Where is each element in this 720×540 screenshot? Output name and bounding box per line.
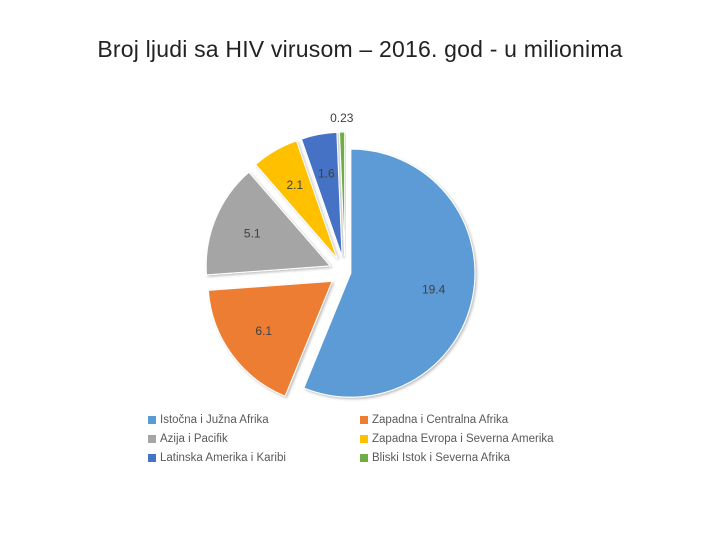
slice-value-label: 19.4 bbox=[422, 282, 446, 296]
legend-swatch bbox=[148, 435, 156, 443]
pie-slice-5 bbox=[300, 131, 343, 257]
legend-swatch bbox=[148, 454, 156, 462]
slice-value-label: 1.6 bbox=[318, 166, 335, 180]
legend-swatch bbox=[360, 435, 368, 443]
slice-value-label: 6.1 bbox=[255, 324, 272, 338]
legend-item: Azija i Pacifik bbox=[148, 433, 360, 445]
pie-slice-6 bbox=[338, 131, 346, 257]
slice-value-label: 5.1 bbox=[244, 227, 261, 241]
legend-label: Zapadna Evropa i Severna Amerika bbox=[372, 433, 554, 445]
legend-label: Zapadna i Centralna Afrika bbox=[372, 414, 509, 426]
pie-slice-2 bbox=[207, 280, 333, 397]
chart-title: Broj ljudi sa HIV virusom – 2016. god - … bbox=[97, 36, 623, 62]
legend-item: Zapadna Evropa i Severna Amerika bbox=[360, 433, 588, 445]
pie-slice-3 bbox=[205, 171, 332, 276]
legend-label: Bliski Istok i Severna Afrika bbox=[372, 452, 511, 464]
legend-item: Bliski Istok i Severna Afrika bbox=[360, 452, 588, 464]
pie-slice-1 bbox=[303, 148, 476, 398]
slice-value-label: 2.1 bbox=[286, 178, 303, 192]
legend-swatch bbox=[360, 416, 368, 424]
legend-label: Latinska Amerika i Karibi bbox=[160, 452, 286, 464]
legend-item: Istočna i Južna Afrika bbox=[148, 414, 360, 426]
pie-slice-4 bbox=[254, 140, 338, 259]
legend-label: Azija i Pacifik bbox=[160, 433, 228, 445]
legend-item: Zapadna i Centralna Afrika bbox=[360, 414, 588, 426]
slice-value-label: 0.23 bbox=[330, 111, 354, 125]
chart-legend: Istočna i Južna Afrika Zapadna i Centraln… bbox=[148, 414, 588, 464]
legend-label: Istočna i Južna Afrika bbox=[160, 414, 269, 426]
legend-swatch bbox=[360, 454, 368, 462]
legend-swatch bbox=[148, 416, 156, 424]
legend-item: Latinska Amerika i Karibi bbox=[148, 452, 360, 464]
